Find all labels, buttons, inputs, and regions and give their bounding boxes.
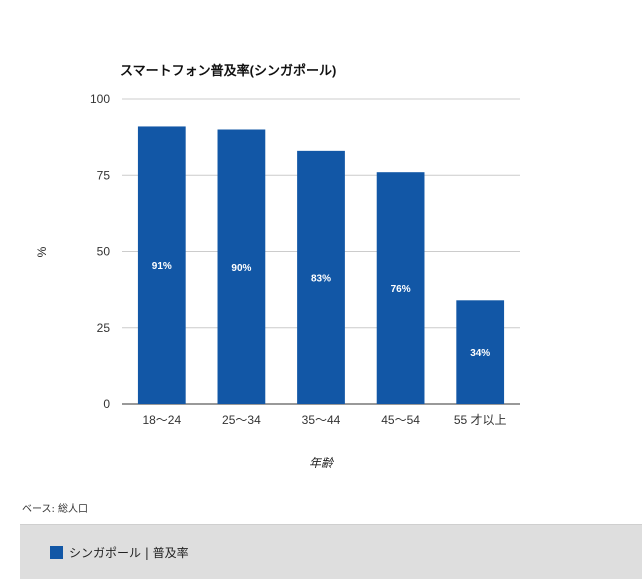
x-tick-labels: 18～24 25～34 35～44 45～54 55 才以上 xyxy=(142,413,506,427)
bar[interactable] xyxy=(376,172,425,404)
y-tick-label: 0 xyxy=(103,397,110,411)
chart-title: スマートフォン普及率(シンガポール) xyxy=(120,63,336,78)
x-axis-label: 年齢 xyxy=(309,456,335,470)
x-tick-label: 25～34 xyxy=(222,413,261,427)
bar-data-label: 83% xyxy=(311,273,331,284)
legend-item[interactable]: シンガポール | 普及率 xyxy=(50,544,189,561)
x-tick-label: 45～54 xyxy=(381,413,420,427)
y-tick-label: 25 xyxy=(97,321,111,335)
y-tick-label: 50 xyxy=(97,245,111,259)
bar-data-label: 90% xyxy=(231,263,251,274)
y-tick-label: 100 xyxy=(90,92,110,106)
legend-swatch xyxy=(50,546,63,559)
bar[interactable] xyxy=(456,300,505,404)
bar[interactable] xyxy=(137,126,186,404)
bar[interactable] xyxy=(297,150,345,404)
bars: 91% 90% 83% 76% 34% xyxy=(137,126,505,405)
bar-chart: スマートフォン普及率(シンガポール) % 年齢 0 25 50 75 100 91% 90… xyxy=(35,63,520,470)
base-note: ベース: 総人口 xyxy=(22,504,89,515)
y-axis-label: % xyxy=(35,246,49,257)
bar-data-label: 91% xyxy=(152,261,172,272)
bar-data-label: 76% xyxy=(391,284,411,295)
bar[interactable] xyxy=(217,129,266,405)
x-tick-label: 35～44 xyxy=(302,413,341,427)
legend: シンガポール | 普及率 xyxy=(20,524,642,579)
bar-data-label: 34% xyxy=(470,348,490,359)
legend-label: シンガポール | 普及率 xyxy=(69,546,189,560)
y-tick-label: 75 xyxy=(97,168,111,182)
x-tick-label: 18～24 xyxy=(142,413,181,427)
x-tick-label: 55 才以上 xyxy=(454,413,507,427)
